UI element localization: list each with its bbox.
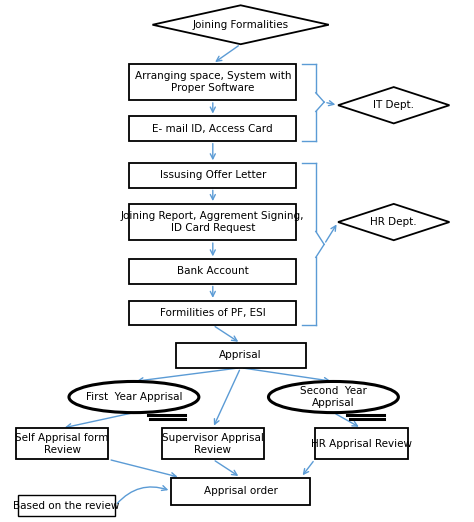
FancyBboxPatch shape [176,343,306,367]
Text: IT Dept.: IT Dept. [373,100,414,110]
Text: Apprisal: Apprisal [219,350,262,361]
Text: Supervisor Apprisal
Review: Supervisor Apprisal Review [162,433,264,455]
Ellipse shape [268,382,398,412]
FancyBboxPatch shape [129,163,296,187]
FancyBboxPatch shape [315,428,408,459]
Polygon shape [338,204,449,240]
Text: Joining Formalities: Joining Formalities [192,20,289,30]
Text: Based on the review: Based on the review [13,501,120,511]
Text: HR Apprisal Review: HR Apprisal Review [311,439,412,449]
FancyBboxPatch shape [18,495,115,516]
Polygon shape [153,5,329,44]
Text: HR Dept.: HR Dept. [370,217,417,227]
FancyBboxPatch shape [129,64,296,100]
Text: Second  Year
Apprisal: Second Year Apprisal [300,386,367,408]
Text: E- mail ID, Access Card: E- mail ID, Access Card [153,124,273,134]
FancyBboxPatch shape [129,204,296,240]
Text: Formilities of PF, ESI: Formilities of PF, ESI [160,308,265,318]
FancyBboxPatch shape [129,259,296,283]
Ellipse shape [69,382,199,412]
FancyBboxPatch shape [16,428,109,459]
Text: Self Apprisal form
Review: Self Apprisal form Review [15,433,109,455]
Text: Bank Account: Bank Account [177,266,249,276]
Polygon shape [338,87,449,123]
Text: First  Year Apprisal: First Year Apprisal [86,392,182,402]
FancyBboxPatch shape [129,116,296,141]
Text: Apprisal order: Apprisal order [204,486,278,496]
FancyBboxPatch shape [162,428,264,459]
FancyBboxPatch shape [171,478,310,505]
FancyBboxPatch shape [129,301,296,325]
Text: Issusing Offer Letter: Issusing Offer Letter [160,170,266,180]
Text: Joining Report, Aggrement Signing,
ID Card Request: Joining Report, Aggrement Signing, ID Ca… [121,211,305,233]
Text: Arranging space, System with
Proper Software: Arranging space, System with Proper Soft… [135,71,291,93]
